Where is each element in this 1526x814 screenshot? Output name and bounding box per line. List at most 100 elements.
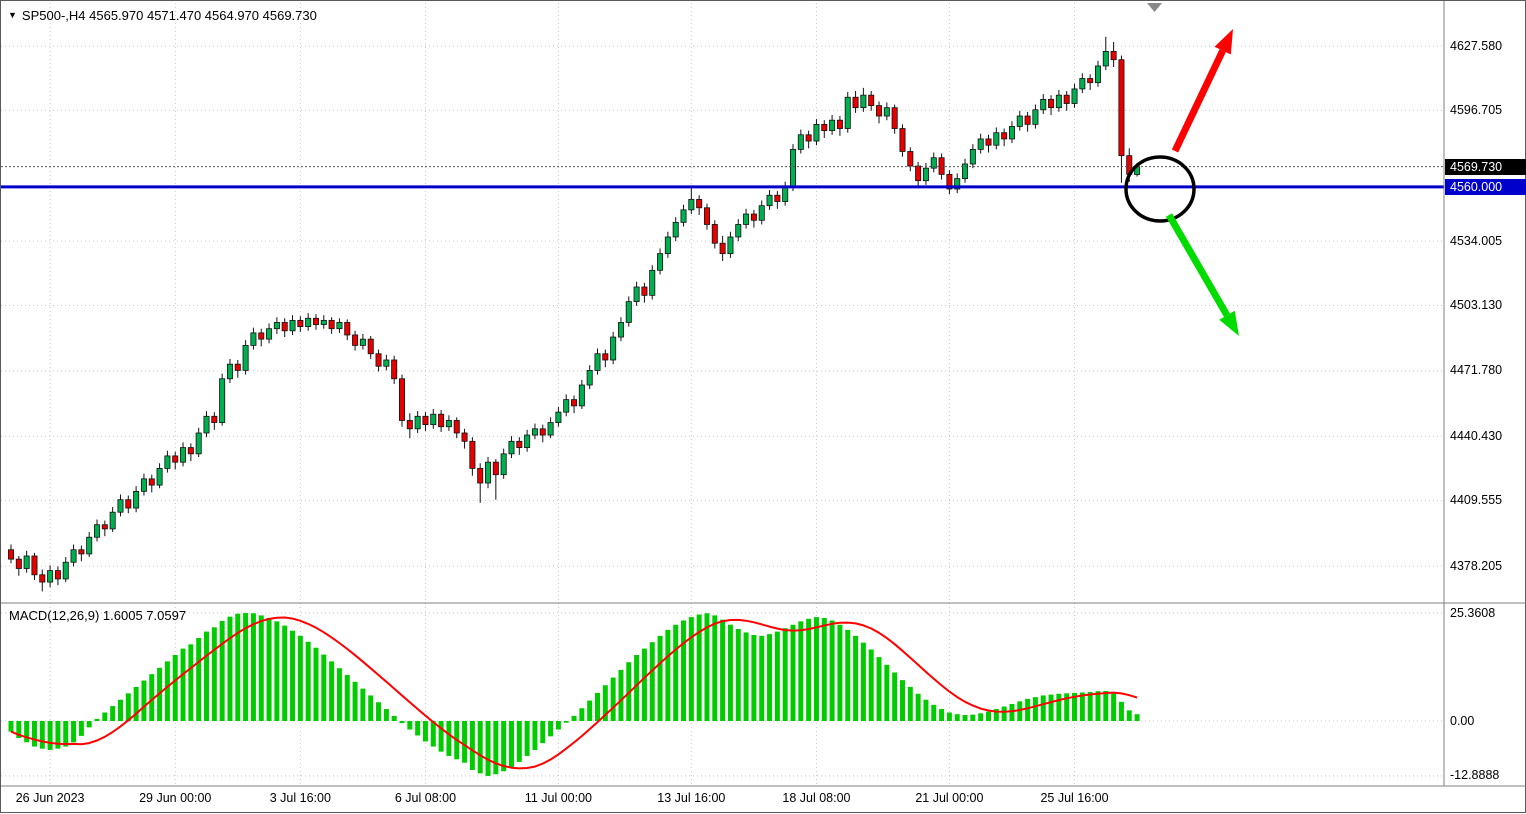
macd-histogram-bar <box>892 672 898 721</box>
macd-histogram-bar <box>641 648 647 721</box>
macd-histogram-bar <box>47 721 53 750</box>
macd-histogram-bar <box>211 627 217 721</box>
macd-histogram-bar <box>696 614 702 721</box>
macd-histogram-bar <box>39 721 45 749</box>
macd-histogram-bar <box>806 618 812 721</box>
macd-histogram-bar <box>204 631 209 721</box>
macd-histogram-bar <box>360 688 366 721</box>
macd-histogram-bar <box>344 675 350 721</box>
macd-histogram-bar <box>102 712 108 721</box>
macd-histogram-bar <box>266 617 272 721</box>
macd-histogram-bar <box>579 708 585 721</box>
time-axis-label: 6 Jul 08:00 <box>394 791 457 805</box>
macd-histogram-bar <box>1064 693 1070 721</box>
macd-histogram-bar <box>673 624 679 721</box>
macd-histogram-bar <box>970 714 976 721</box>
pane-borders <box>1 1 1526 787</box>
macd-histogram-bar <box>767 634 773 721</box>
macd-histogram-bar <box>876 657 882 721</box>
macd-histogram-bar <box>508 721 514 767</box>
macd-histogram-bar <box>1126 710 1132 721</box>
price-tick-label: 4503.130 <box>1450 298 1503 312</box>
macd-histogram-bar <box>297 635 303 721</box>
circle-annotation[interactable] <box>1124 155 1196 223</box>
macd-histogram-bar <box>829 620 835 721</box>
macd-signal-line <box>10 616 1138 770</box>
macd-histogram-bar <box>55 721 61 749</box>
macd-histogram-bar <box>571 715 577 721</box>
macd-histogram-bar <box>587 700 593 721</box>
macd-histogram-bar <box>219 620 225 721</box>
macd-histogram-bar <box>282 625 288 721</box>
macd-histogram-bar <box>399 721 405 724</box>
price-tick-label: 4627.580 <box>1450 38 1503 53</box>
macd-histogram-bar <box>383 709 389 721</box>
macd-histogram-bar <box>1001 706 1007 721</box>
symbol-dropdown-icon[interactable]: ▼ <box>8 10 17 20</box>
macd-histogram-bar <box>720 619 726 721</box>
macd-histogram-bar <box>1087 692 1093 721</box>
time-axis-label: 3 Jul 16:00 <box>269 791 331 805</box>
bullish-arrow[interactable] <box>1171 49 1226 153</box>
macd-histogram-bar <box>1103 690 1109 721</box>
macd-histogram-bar <box>329 661 335 721</box>
annotations-layer[interactable] <box>1124 3 1239 336</box>
price-lines[interactable] <box>1 166 1444 189</box>
symbol-ohlc-text: SP500-,H4 4565.970 4571.470 4564.970 456… <box>21 8 317 23</box>
macd-histogram-bar <box>141 680 147 721</box>
macd-histogram-bar <box>446 721 452 756</box>
macd-histogram-bar <box>954 714 960 721</box>
macd-histogram-bar <box>501 721 507 772</box>
macd-histogram-bar <box>110 706 116 721</box>
macd-histogram-bar <box>274 621 280 721</box>
macd-pane <box>8 613 1140 776</box>
macd-histogram-bar <box>422 721 428 742</box>
macd-histogram-bar <box>727 624 733 721</box>
macd-histogram-bar <box>923 699 929 721</box>
macd-histogram-bar <box>462 721 468 763</box>
macd-histogram-bar <box>188 644 194 721</box>
macd-histogram-bar <box>125 693 131 721</box>
price-tick-label: 4440.430 <box>1450 428 1503 443</box>
macd-histogram-bar <box>1072 692 1078 721</box>
price-tick-label: 4409.555 <box>1450 493 1503 508</box>
macd-histogram-bar <box>1009 703 1015 721</box>
macd-histogram-bar <box>993 709 999 721</box>
macd-histogram-bar <box>939 709 945 721</box>
macd-histogram-bar <box>477 721 483 774</box>
macd-histogram-bar <box>837 624 843 721</box>
macd-histogram-bar <box>1079 692 1085 721</box>
macd-histogram-bar <box>704 613 710 721</box>
macd-histogram-bar <box>31 721 37 747</box>
macd-histogram-bar <box>907 686 913 721</box>
macd-histogram-bar <box>1118 701 1124 721</box>
macd-histogram-bar <box>430 721 436 747</box>
macd-histogram-bar <box>962 715 968 721</box>
macd-histogram-bar <box>853 635 859 721</box>
macd-histogram-bar <box>782 628 788 721</box>
macd-indicator-label: MACD(12,26,9) 1.6005 7.0597 <box>9 608 187 623</box>
macd-histogram-bar <box>555 721 561 730</box>
bearish-arrow[interactable] <box>1165 213 1231 317</box>
macd-histogram-bar <box>1032 697 1038 721</box>
current-price-badge: 4569.730 <box>1445 158 1526 175</box>
macd-histogram-bar <box>438 721 444 752</box>
macd-histogram-bar <box>196 637 202 721</box>
macd-histogram-bar <box>336 668 342 721</box>
macd-histogram-bar <box>391 715 397 721</box>
hline-price-badge: 4560.000 <box>1445 178 1526 195</box>
macd-histogram-bar <box>899 680 905 721</box>
macd-histogram-bar <box>1095 691 1101 721</box>
macd-histogram-bar <box>657 635 663 721</box>
macd-histogram-bar <box>931 704 937 721</box>
time-axis-label: 21 Jul 00:00 <box>915 791 984 805</box>
macd-histogram-bar <box>290 630 296 721</box>
macd-histogram-bar <box>665 629 671 721</box>
macd-tick-label: 25.3608 <box>1450 605 1496 620</box>
macd-histogram-bar <box>250 613 256 721</box>
macd-histogram-bar <box>743 632 749 721</box>
macd-histogram-bar <box>649 642 655 721</box>
macd-histogram-bar <box>149 674 155 721</box>
